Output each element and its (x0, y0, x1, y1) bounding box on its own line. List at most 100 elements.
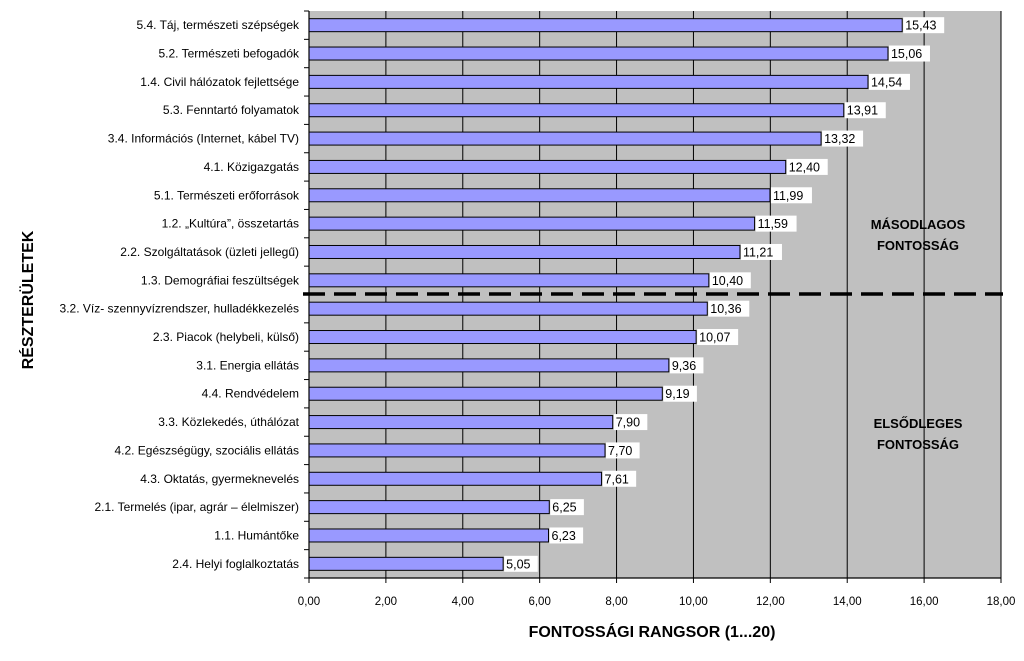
category-label: 2.1. Termelés (ipar, agrár – élelmiszer) (94, 500, 299, 514)
category-label: 4.1. Közigazgatás (204, 160, 299, 174)
value-label-group: 12,40 (786, 158, 828, 175)
value-label-bg (550, 499, 584, 516)
bar (308, 330, 697, 345)
value-label-group: 10,07 (697, 329, 739, 346)
value-label-bg (504, 555, 538, 572)
value-label: 9,19 (665, 387, 689, 401)
value-label-bg (669, 357, 704, 374)
x-tick-label: 14,00 (833, 596, 862, 608)
value-label-group: 7,70 (606, 442, 640, 459)
value-label-group: 7,61 (602, 470, 637, 487)
value-label-group: 5,05 (504, 555, 538, 572)
value-label: 11,21 (743, 245, 773, 259)
value-label: 10,07 (699, 331, 730, 345)
category-label: 3.3. Közlekedés, úthálózat (158, 415, 299, 429)
value-label: 15,06 (891, 47, 922, 61)
value-label-group: 9,36 (669, 357, 704, 374)
category-label: 1.1. Humántőke (214, 528, 299, 542)
value-label: 12,40 (789, 160, 820, 174)
value-label: 13,91 (847, 104, 878, 118)
x-tick-label: 0,00 (298, 596, 320, 608)
x-axis (304, 10, 1002, 583)
value-label-group: 14,54 (868, 73, 910, 90)
value-label-group: 6,23 (549, 527, 584, 544)
category-label: 1.4. Civil hálózatok fejlettsége (140, 75, 299, 89)
value-label-bg (613, 414, 648, 431)
x-tick-label: 18,00 (987, 596, 1016, 608)
y-axis-title: RÉSZTERÜLETEK (18, 230, 37, 369)
x-tick-label: 6,00 (528, 596, 550, 608)
value-label: 7,90 (616, 416, 640, 430)
value-label-bg (602, 470, 637, 487)
value-label: 13,32 (824, 132, 855, 146)
value-label: 7,61 (605, 472, 629, 486)
x-tick-label: 12,00 (756, 596, 785, 608)
value-label-group: 6,25 (550, 499, 584, 516)
bar (308, 556, 504, 571)
x-tick-label: 10,00 (679, 596, 708, 608)
bar (308, 528, 550, 543)
bar (308, 18, 903, 33)
category-label: 4.3. Oktatás, gyermeknevelés (140, 472, 299, 486)
secondary-importance-label-line2: FONTOSSÁG (877, 238, 959, 253)
category-label: 5.4. Táj, természeti szépségek (136, 18, 300, 32)
value-label-group: 10,36 (708, 300, 750, 317)
value-label-group: 10,40 (709, 272, 751, 289)
value-label-group: 11,21 (740, 243, 782, 260)
value-label: 11,99 (773, 189, 803, 203)
value-label-group: 13,32 (822, 130, 864, 147)
category-label: 5.2. Természeti befogadók (158, 47, 300, 61)
bar (308, 131, 822, 146)
value-label: 7,70 (608, 444, 632, 458)
value-label-bg (740, 243, 782, 260)
x-tick-label: 8,00 (605, 596, 627, 608)
primary-importance-label-line1: ELSŐDLEGES (874, 416, 963, 431)
category-label: 1.2. „Kultúra”, összetartás (162, 217, 299, 231)
bar (308, 273, 710, 288)
value-label-bg (822, 130, 864, 147)
category-label: 3.2. Víz- szennyvízrendszer, hulladékkez… (60, 302, 299, 316)
bar (308, 443, 606, 458)
bar (308, 386, 663, 401)
category-label: 1.3. Demográfiai feszültségek (141, 273, 300, 287)
value-label: 14,54 (871, 75, 902, 89)
value-label-group: 9,19 (663, 385, 697, 402)
value-label-bg (606, 442, 640, 459)
value-label-group: 15,06 (888, 45, 930, 62)
value-label: 6,25 (552, 501, 576, 515)
category-labels: 5.4. Táj, természeti szépségek 5.2. Termé… (60, 18, 300, 571)
bar (308, 188, 771, 203)
category-label: 3.1. Energia ellátás (196, 358, 299, 372)
x-tick-labels: 0,00 2,00 4,00 6,00 8,00 10,00 12,00 14,00 16,00… (298, 596, 1016, 608)
bar (308, 244, 741, 259)
bar (308, 159, 787, 174)
bar (308, 415, 614, 430)
value-label-group: 11,59 (755, 215, 797, 232)
category-label: 5.3. Fenntartó folyamatok (163, 103, 300, 117)
value-label-bg (844, 102, 886, 119)
x-tick-label: 4,00 (452, 596, 474, 608)
value-label: 6,23 (552, 529, 576, 543)
value-label-group: 13,91 (844, 102, 886, 119)
x-axis-title: FONTOSSÁGI RANGSOR (1...20) (529, 622, 776, 641)
value-label: 5,05 (506, 557, 530, 571)
value-label-group: 11,99 (770, 187, 812, 204)
bar (308, 500, 550, 515)
category-label: 3.4. Információs (Internet, kábel TV) (108, 132, 299, 146)
value-label: 10,36 (710, 302, 741, 316)
secondary-importance-label-line1: MÁSODLAGOS (871, 217, 966, 232)
value-label: 9,36 (672, 359, 696, 373)
category-label: 2.3. Piacok (helybeli, külső) (153, 330, 299, 344)
value-label-bg (903, 17, 945, 34)
value-label-bg (770, 187, 812, 204)
value-label-bg (786, 158, 828, 175)
value-label-bg (888, 45, 930, 62)
bar (308, 301, 708, 316)
value-label-bg (709, 272, 751, 289)
value-labels: 15,43 15,06 14,54 13,91 13,32 12,40 11,99 11,59… (504, 17, 945, 572)
value-label-bg (663, 385, 697, 402)
category-label: 4.4. Rendvédelem (202, 387, 299, 401)
value-label-bg (697, 329, 739, 346)
